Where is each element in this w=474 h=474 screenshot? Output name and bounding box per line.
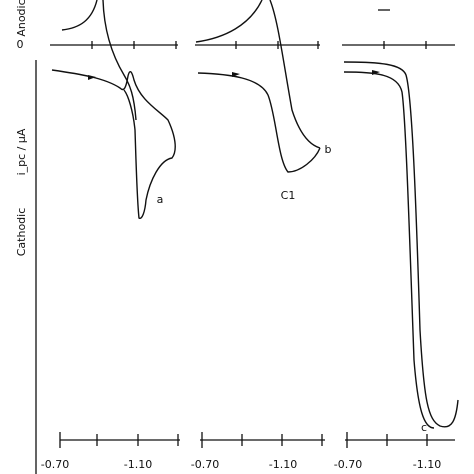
- panel-label: b: [325, 143, 332, 156]
- panel-label: a: [157, 193, 164, 206]
- zero-label: 0: [17, 38, 24, 51]
- x-axes: [59, 432, 455, 448]
- voltammogram-b: [195, 0, 321, 173]
- voltammogram-a: [51, 0, 176, 219]
- x-tick-label: -1.10: [413, 458, 441, 471]
- voltammogram-c: [343, 61, 459, 429]
- anodic-label: Anodic: [15, 0, 28, 37]
- x-tick-label: -0.70: [334, 458, 362, 471]
- x-tick-label: -1.10: [269, 458, 297, 471]
- x-tick-label: -0.70: [191, 458, 219, 471]
- y-axis-label: i_pc / µA: [15, 128, 28, 175]
- cathodic-label: Cathodic: [15, 208, 28, 257]
- panel-label: c: [421, 421, 427, 434]
- x-tick-label: -0.70: [41, 458, 69, 471]
- peak-label: C1: [281, 189, 296, 202]
- x-tick-label: -1.10: [124, 458, 152, 471]
- zero-lines: [50, 9, 455, 49]
